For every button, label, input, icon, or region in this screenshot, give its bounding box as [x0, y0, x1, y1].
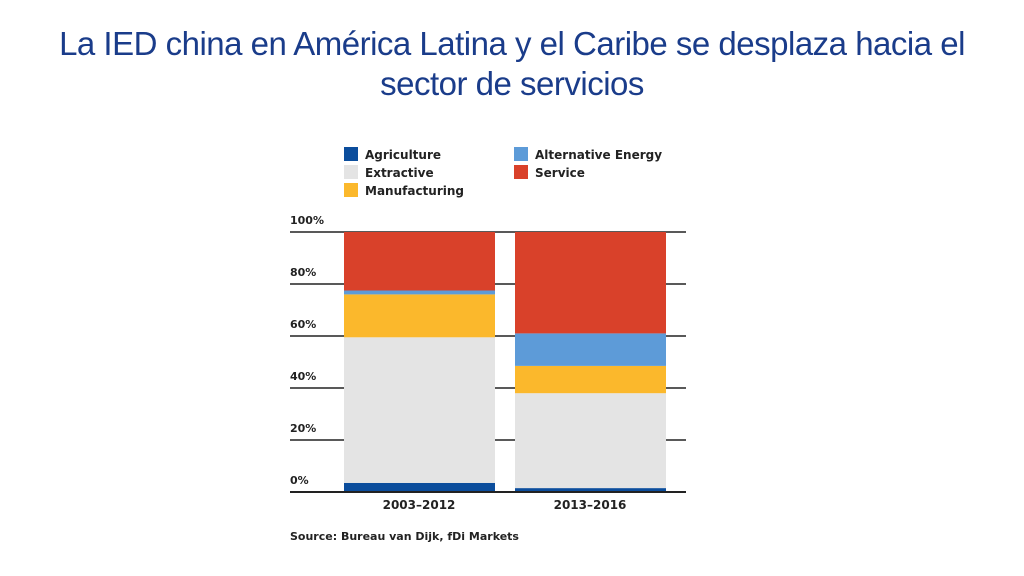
bar-agriculture-0 — [344, 482, 495, 492]
x-axis: 2003–2012 2013–2016 — [383, 498, 627, 512]
bar-alternative-energy-0 — [344, 290, 495, 295]
y-tick-label-20: 20% — [290, 422, 316, 435]
slide-title-line-1: La IED china en América Latina y el Cari… — [59, 25, 965, 62]
source-note: Source: Bureau van Dijk, fDi Markets — [290, 530, 519, 543]
bar-manufacturing-1 — [515, 365, 666, 394]
bar-extractive-1 — [515, 393, 666, 489]
legend-swatch-extractive — [344, 165, 358, 179]
y-tick-label-80: 80% — [290, 266, 316, 279]
x-tick-label-2003-2012: 2003–2012 — [383, 498, 456, 512]
bar-service-1 — [515, 232, 666, 334]
bar-agriculture-1 — [515, 488, 666, 492]
legend-label-service: Service — [535, 166, 585, 180]
bar-extractive-0 — [344, 337, 495, 483]
x-tick-label-2013-2016: 2013–2016 — [554, 498, 627, 512]
legend-item-manufacturing: Manufacturing — [344, 183, 464, 198]
legend-label-extractive: Extractive — [365, 166, 434, 180]
legend: Agriculture Extractive Manufacturing Alt… — [344, 147, 662, 198]
bars — [344, 232, 666, 492]
y-tick-label-100: 100% — [290, 214, 324, 227]
legend-swatch-alternative-energy — [514, 147, 528, 161]
legend-swatch-agriculture — [344, 147, 358, 161]
bar-alternative-energy-1 — [515, 333, 666, 366]
legend-item-agriculture: Agriculture — [344, 147, 441, 162]
legend-item-alternative-energy: Alternative Energy — [514, 147, 662, 162]
legend-swatch-service — [514, 165, 528, 179]
legend-label-manufacturing: Manufacturing — [365, 184, 464, 198]
y-axis: 0% 20% 40% 60% 80% 100% — [290, 214, 324, 487]
legend-label-agriculture: Agriculture — [365, 148, 441, 162]
slide-title-line-2: sector de servicios — [380, 65, 644, 102]
legend-label-alternative-energy: Alternative Energy — [535, 148, 662, 162]
legend-swatch-manufacturing — [344, 183, 358, 197]
y-tick-label-40: 40% — [290, 370, 316, 383]
legend-item-service: Service — [514, 165, 585, 180]
slide-title: La IED china en América Latina y el Cari… — [0, 24, 1024, 104]
y-tick-label-60: 60% — [290, 318, 316, 331]
bar-manufacturing-0 — [344, 294, 495, 338]
y-tick-label-0: 0% — [290, 474, 309, 487]
legend-item-extractive: Extractive — [344, 165, 434, 180]
bar-service-0 — [344, 232, 495, 291]
